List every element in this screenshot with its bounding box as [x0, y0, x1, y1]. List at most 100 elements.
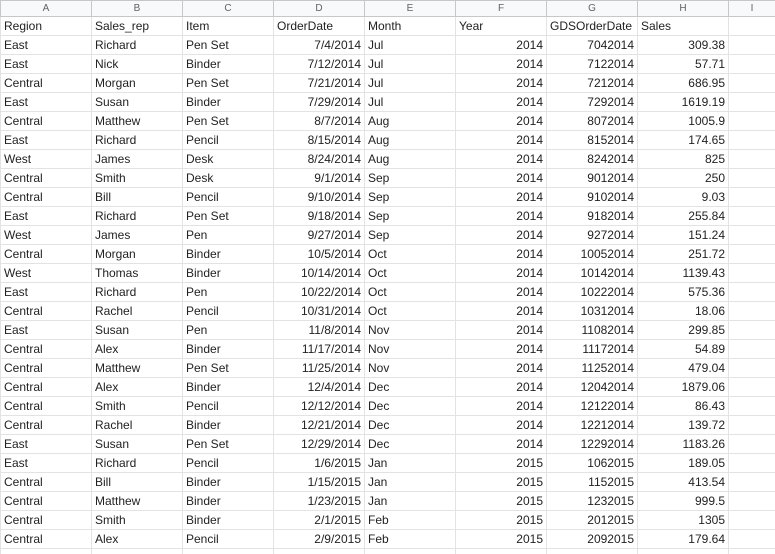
data-cell[interactable]: Richard: [91, 453, 183, 473]
data-cell[interactable]: Pencil: [182, 130, 274, 150]
data-cell[interactable]: Desk: [182, 168, 274, 188]
data-cell[interactable]: 9272014: [546, 225, 638, 245]
data-cell[interactable]: 299.85: [637, 320, 729, 340]
data-cell[interactable]: 11/25/2014: [273, 358, 365, 378]
data-cell[interactable]: Nov: [364, 339, 456, 359]
data-cell[interactable]: East: [0, 453, 92, 473]
data-cell[interactable]: Thomas: [91, 263, 183, 283]
data-cell[interactable]: Pen Set: [182, 73, 274, 93]
data-cell[interactable]: Jul: [364, 35, 456, 55]
data-cell[interactable]: 1232015: [546, 491, 638, 511]
empty-cell[interactable]: [728, 472, 775, 492]
data-cell[interactable]: 11082014: [546, 320, 638, 340]
data-cell[interactable]: Central: [0, 168, 92, 188]
data-cell[interactable]: 12292014: [546, 434, 638, 454]
data-cell[interactable]: 8/15/2014: [273, 130, 365, 150]
header-cell[interactable]: Sales_rep: [91, 16, 183, 36]
data-cell[interactable]: Binder: [182, 54, 274, 74]
data-cell[interactable]: Binder: [182, 339, 274, 359]
header-cell[interactable]: Region: [0, 16, 92, 36]
column-letter-a[interactable]: A: [0, 0, 92, 17]
data-cell[interactable]: 8072014: [546, 111, 638, 131]
data-cell[interactable]: 2014: [455, 320, 547, 340]
empty-cell[interactable]: [728, 320, 775, 340]
data-cell[interactable]: Central: [0, 111, 92, 131]
data-cell[interactable]: 1/23/2015: [273, 491, 365, 511]
data-cell[interactable]: East: [0, 92, 92, 112]
data-cell[interactable]: 10/5/2014: [273, 244, 365, 264]
data-cell[interactable]: Central: [0, 73, 92, 93]
data-cell[interactable]: 9/18/2014: [273, 206, 365, 226]
empty-cell[interactable]: [728, 529, 775, 549]
data-cell[interactable]: Binder: [182, 510, 274, 530]
data-cell[interactable]: 2014: [455, 377, 547, 397]
data-cell[interactable]: 179.64: [637, 529, 729, 549]
data-cell[interactable]: Pencil: [182, 396, 274, 416]
empty-cell[interactable]: [728, 244, 775, 264]
data-cell[interactable]: Pen: [182, 282, 274, 302]
data-cell[interactable]: 7/29/2014: [273, 92, 365, 112]
data-cell[interactable]: 10052014: [546, 244, 638, 264]
data-cell[interactable]: 10142014: [546, 263, 638, 283]
empty-cell[interactable]: [728, 168, 775, 188]
data-cell[interactable]: 2015: [455, 491, 547, 511]
data-cell[interactable]: 12/12/2014: [273, 396, 365, 416]
data-cell[interactable]: Central: [0, 491, 92, 511]
empty-cell[interactable]: [728, 434, 775, 454]
data-cell[interactable]: Oct: [364, 301, 456, 321]
data-cell[interactable]: Jul: [364, 73, 456, 93]
empty-cell[interactable]: [728, 149, 775, 169]
empty-cell[interactable]: [728, 358, 775, 378]
data-cell[interactable]: 2092015: [546, 529, 638, 549]
data-cell[interactable]: 9.03: [637, 187, 729, 207]
data-cell[interactable]: 86.43: [637, 396, 729, 416]
data-cell[interactable]: 2014: [455, 339, 547, 359]
data-cell[interactable]: Sep: [364, 206, 456, 226]
column-letter-h[interactable]: H: [637, 0, 729, 17]
data-cell[interactable]: Central: [0, 396, 92, 416]
data-cell[interactable]: James: [91, 225, 183, 245]
empty-cell[interactable]: [728, 491, 775, 511]
data-cell[interactable]: Pen: [182, 320, 274, 340]
empty-cell[interactable]: [728, 510, 775, 530]
data-cell[interactable]: Richard: [91, 35, 183, 55]
data-cell[interactable]: Susan: [91, 92, 183, 112]
data-cell[interactable]: Sep: [364, 187, 456, 207]
data-cell[interactable]: Bill: [91, 472, 183, 492]
data-cell[interactable]: 10222014: [546, 282, 638, 302]
data-cell[interactable]: Binder: [182, 415, 274, 435]
data-cell[interactable]: 2014: [455, 244, 547, 264]
data-cell[interactable]: Pencil: [182, 529, 274, 549]
data-cell[interactable]: West: [0, 149, 92, 169]
data-cell[interactable]: Central: [0, 244, 92, 264]
data-cell[interactable]: 8152014: [546, 130, 638, 150]
data-cell[interactable]: West: [0, 263, 92, 283]
data-cell[interactable]: Richard: [91, 130, 183, 150]
data-cell[interactable]: Aug: [364, 111, 456, 131]
data-cell[interactable]: Pencil: [182, 301, 274, 321]
empty-cell[interactable]: [728, 187, 775, 207]
data-cell[interactable]: 139.72: [637, 415, 729, 435]
data-cell[interactable]: 8242014: [546, 149, 638, 169]
data-cell[interactable]: Rachel: [91, 301, 183, 321]
data-cell[interactable]: 174.65: [637, 130, 729, 150]
data-cell[interactable]: Central: [0, 187, 92, 207]
data-cell[interactable]: Oct: [364, 263, 456, 283]
data-cell[interactable]: Nick: [91, 54, 183, 74]
data-cell[interactable]: Smith: [91, 396, 183, 416]
data-cell[interactable]: 479.04: [637, 358, 729, 378]
data-cell[interactable]: Central: [0, 301, 92, 321]
data-cell[interactable]: Dec: [364, 377, 456, 397]
empty-cell[interactable]: [728, 73, 775, 93]
data-cell[interactable]: 413.54: [637, 472, 729, 492]
data-cell[interactable]: 2014: [455, 206, 547, 226]
data-cell[interactable]: Desk: [182, 149, 274, 169]
data-cell[interactable]: 7212014: [546, 73, 638, 93]
data-cell[interactable]: Smith: [91, 168, 183, 188]
data-cell[interactable]: Pencil: [182, 187, 274, 207]
data-cell[interactable]: Dec: [364, 396, 456, 416]
data-cell[interactable]: 2015: [455, 453, 547, 473]
data-cell[interactable]: Pen Set: [182, 358, 274, 378]
data-cell[interactable]: 12122014: [546, 396, 638, 416]
data-cell[interactable]: Matthew: [91, 358, 183, 378]
